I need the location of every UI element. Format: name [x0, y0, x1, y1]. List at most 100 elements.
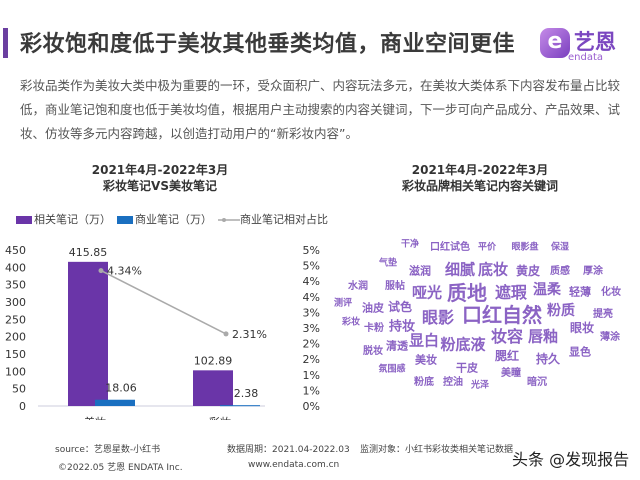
legend-label: 商业笔记（万）: [135, 213, 212, 226]
bar-label-commercial: 18.06: [105, 382, 137, 395]
wordcloud-word: 质地: [447, 281, 487, 305]
wordcloud-word: 粉底: [414, 377, 434, 388]
wordcloud-word: 暗沉: [527, 377, 547, 388]
wordcloud-word: 干净: [400, 239, 420, 250]
wordcloud-word: 滋润: [409, 264, 431, 278]
legend-item-related: 相关笔记（万）: [16, 211, 111, 227]
wordcloud-word: 美妆: [415, 353, 437, 367]
wordcloud-word: 平价: [477, 242, 497, 253]
wordcloud-word: 保湿: [550, 242, 570, 253]
wordcloud-word: 控油: [443, 377, 463, 388]
legend-line-swatch: [218, 218, 240, 222]
left-axis-tick: 450: [5, 244, 26, 257]
wordcloud-word: 薄涂: [600, 332, 620, 343]
wordcloud-word: 服帖: [385, 281, 405, 292]
right-axis-tick: 3%: [303, 306, 320, 319]
wordcloud-word: 氛围感: [378, 364, 406, 375]
footer-period: 数据周期：2021.04-2022.03: [227, 445, 350, 455]
right-axis-tick: 5%: [303, 260, 320, 273]
right-axis-tick: 4%: [303, 291, 320, 304]
wordcloud-word: 显色: [569, 345, 591, 359]
wordcloud-title-line1: 2021年4月-2022年3月: [411, 163, 549, 177]
right-axis-tick: 4%: [303, 275, 320, 288]
wordcloud-word: 质感: [550, 266, 570, 277]
legend-swatch: [16, 216, 32, 224]
wordcloud-word: 唇釉: [527, 327, 559, 346]
right-axis-tick: 5%: [303, 244, 320, 257]
wordcloud-word: 气垫: [378, 258, 398, 269]
wordcloud-word: 美瞳: [501, 368, 521, 379]
right-axis-tick: 0%: [303, 400, 320, 413]
legend-label: 相关笔记（万）: [34, 213, 111, 226]
bar-related-notes: [193, 370, 233, 406]
watermark: 头条 @发现报告: [512, 450, 630, 469]
wordcloud-word: 持妆: [388, 319, 416, 335]
logo-e-icon: e: [540, 28, 570, 58]
bar-line-chart: 0 50 100 150 200 250 300 350 400 450 0% 1% 1% 2% 2% 3% 3…: [5, 244, 320, 420]
wordcloud-word: 妆容: [490, 327, 524, 346]
wordcloud-word: 粉底液: [440, 335, 486, 354]
wordcloud-word: 光泽: [470, 380, 490, 391]
wordcloud-word: 粉质: [547, 303, 575, 319]
left-axis-tick: 0: [19, 400, 26, 413]
left-axis-tick: 100: [5, 365, 26, 378]
category-label: 彩妆: [209, 416, 231, 420]
wordcloud-word: 测评: [333, 298, 353, 309]
left-axis-tick: 350: [5, 279, 26, 292]
wordcloud-word: 显白: [408, 331, 440, 350]
wordcloud-word: 卡粉: [364, 323, 384, 334]
wordcloud-word: 提亮: [593, 309, 613, 320]
left-axis-tick: 200: [5, 331, 26, 344]
left-axis-tick: 250: [5, 313, 26, 326]
ratio-label: 2.31%: [232, 328, 267, 341]
wordcloud-word: 彩妆: [341, 317, 361, 328]
right-axis-tick: 1%: [303, 369, 320, 382]
wordcloud-word: 遮瑕: [494, 283, 528, 302]
right-axis-tick: 2%: [303, 353, 320, 366]
footer-copyright: ©2022.05 艺恩 ENDATA Inc.: [58, 463, 183, 473]
wordcloud-word: 口红自然: [462, 303, 542, 327]
wordcloud-word: 眼影: [421, 308, 455, 327]
category-label: 美妆: [84, 416, 106, 420]
wordcloud-word: 底妆: [477, 260, 509, 279]
bar-label-commercial: 2.38: [234, 387, 259, 400]
ratio-line: [100, 269, 227, 335]
logo-text-en: endata: [568, 52, 604, 63]
bar-label-related: 415.85: [69, 246, 108, 259]
wordcloud-word: 眼影盘: [511, 242, 539, 253]
wordcloud-title-line2: 彩妆品牌相关笔记内容关键词: [401, 179, 558, 193]
wordcloud-word: 细腻: [444, 260, 476, 279]
right-axis-tick: 2%: [303, 338, 320, 351]
logo-text-cn: 艺恩: [574, 30, 616, 54]
page-title: 彩妆饱和度低于美妆其他垂类均值，商业空间更佳: [20, 32, 516, 57]
wordcloud-word: 轻薄: [569, 285, 591, 299]
wordcloud-word: 化妆: [601, 287, 621, 298]
intro-paragraph: 彩妆品类作为美妆大类中极为重要的一环，受众面积广、内容玩法多元，在美妆大类体系下…: [20, 78, 621, 141]
title-accent-bar: [3, 28, 8, 58]
legend-label: 商业笔记相对占比: [240, 213, 328, 226]
wordcloud-word: 油皮: [362, 301, 384, 315]
wordcloud-word: 持久: [535, 352, 561, 366]
left-axis-tick: 300: [5, 296, 26, 309]
left-axis-tick: 150: [5, 348, 26, 361]
footer-website[interactable]: www.endata.com.cn: [248, 460, 340, 470]
wordcloud-word: 口红试色: [430, 242, 470, 253]
bar-related-notes: [68, 261, 108, 406]
wordcloud-word: 黄皮: [515, 264, 541, 278]
wordcloud-word: 脱妆: [363, 346, 383, 357]
legend-item-ratio: 商业笔记相对占比: [218, 211, 328, 227]
bar-commercial-notes: [220, 405, 260, 407]
wordcloud-word: 厚涂: [583, 266, 603, 277]
wordcloud-word: 温柔: [533, 282, 561, 298]
wordcloud-word: 水润: [348, 281, 368, 292]
right-axis-tick: 1%: [303, 384, 320, 397]
wordcloud-title: 2021年4月-2022年3月 彩妆品牌相关笔记内容关键词: [360, 162, 600, 194]
bar-commercial-notes: [95, 399, 135, 406]
footer-source: source：艺恩星数-小红书: [55, 445, 161, 455]
wordcloud-word: 试色: [387, 300, 413, 314]
chart-legend: 相关笔记（万） 商业笔记（万） 商业笔记相对占比: [16, 211, 328, 227]
wordcloud-word: 眼妆: [569, 321, 595, 335]
wordcloud-word: 哑光: [411, 283, 443, 302]
endata-logo: e 艺恩 endata: [540, 26, 632, 66]
